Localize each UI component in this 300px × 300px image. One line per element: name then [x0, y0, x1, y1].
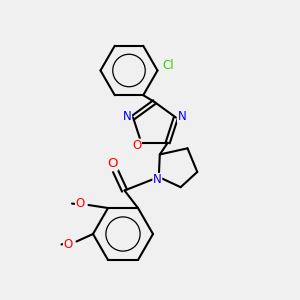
- Text: O: O: [76, 197, 85, 210]
- Text: N: N: [178, 110, 186, 122]
- Text: O: O: [107, 157, 118, 170]
- Text: O: O: [132, 139, 141, 152]
- Text: O: O: [64, 238, 73, 251]
- Text: N: N: [153, 173, 162, 187]
- Text: N: N: [123, 110, 131, 122]
- Text: Cl: Cl: [162, 59, 174, 73]
